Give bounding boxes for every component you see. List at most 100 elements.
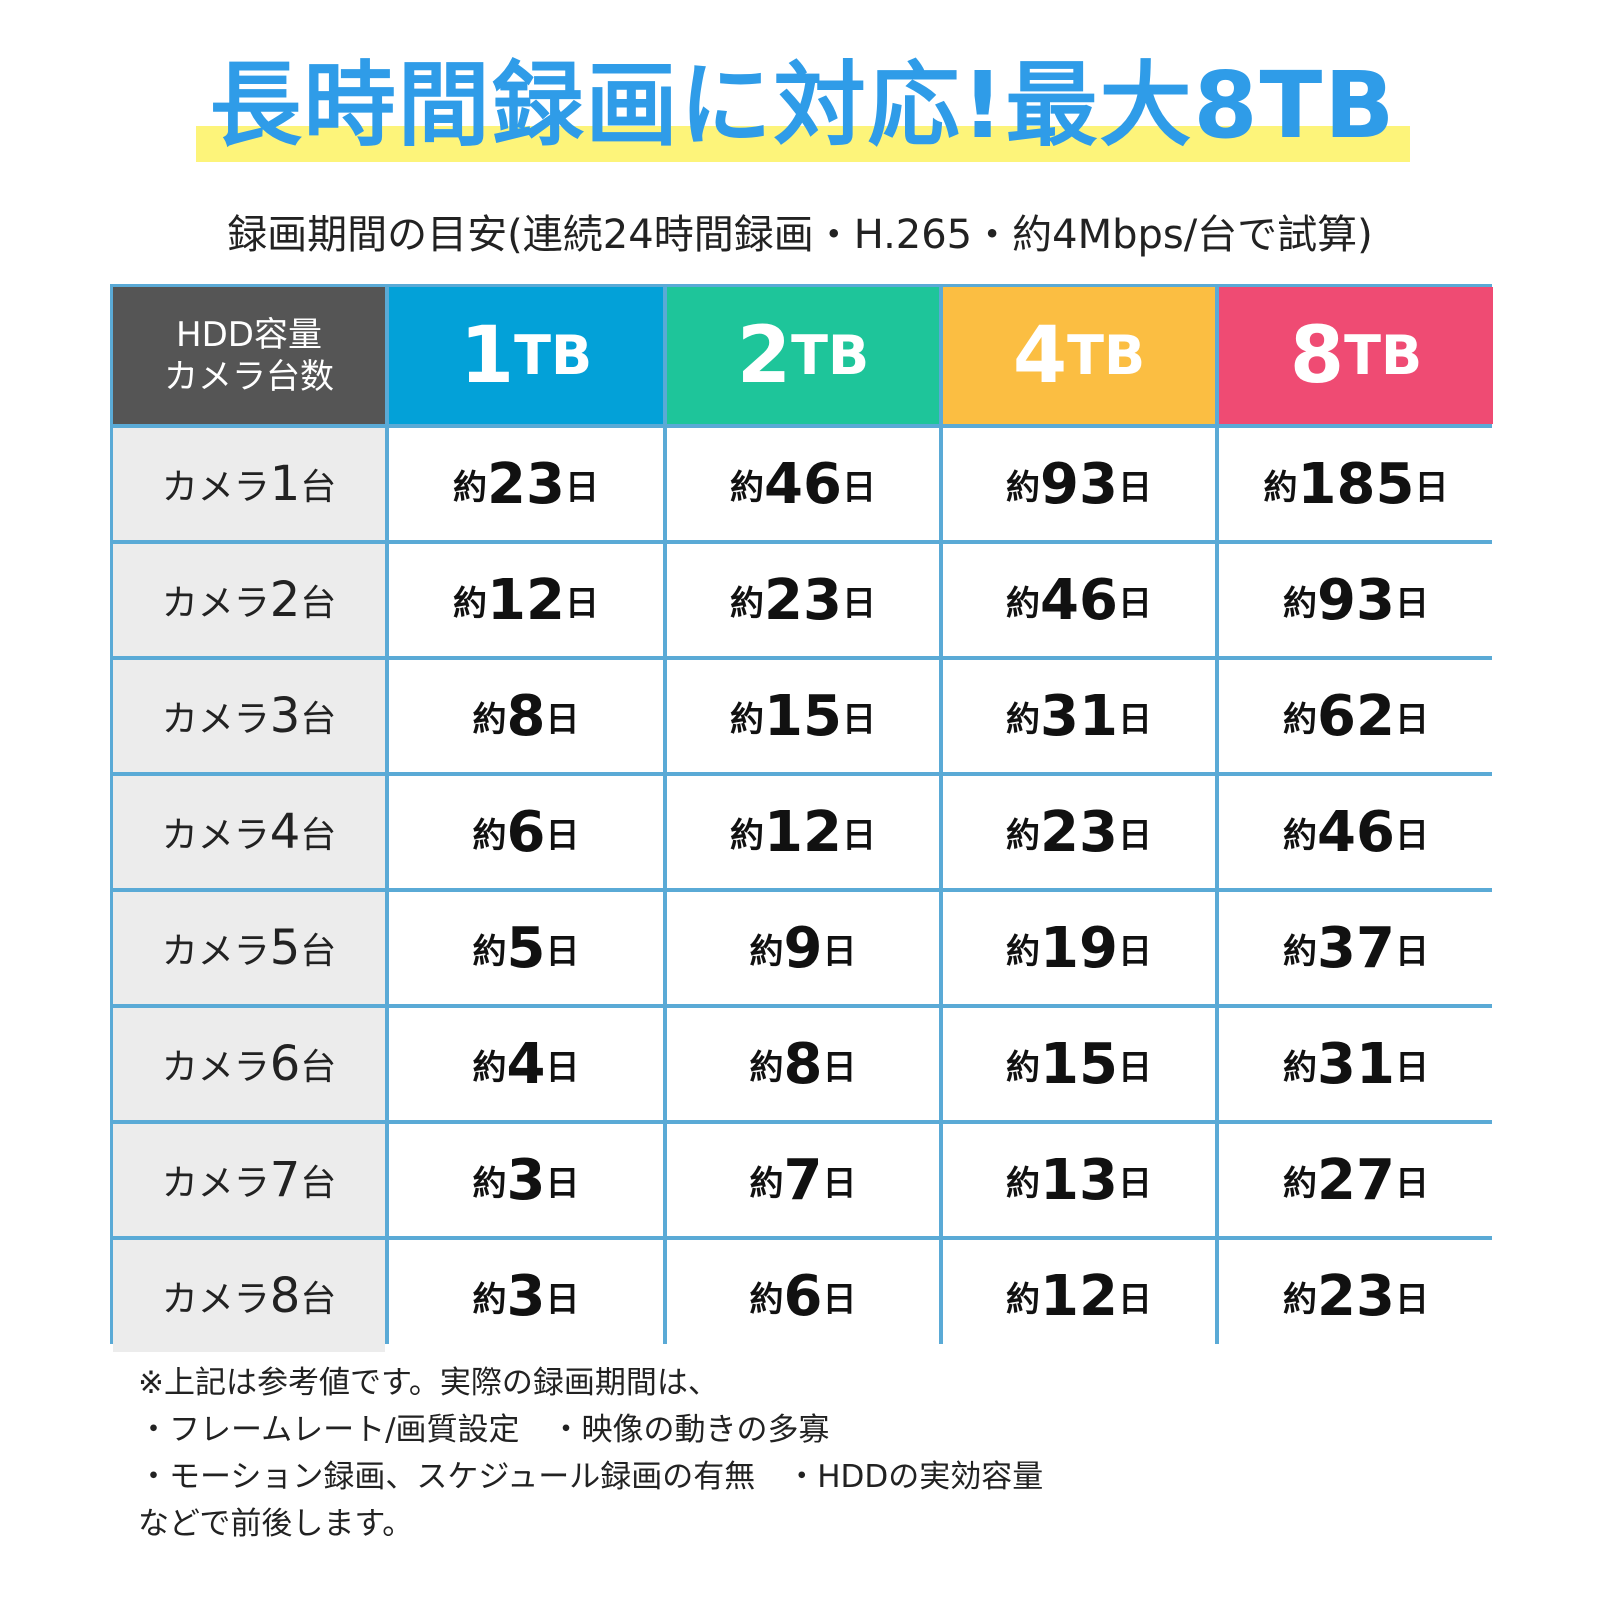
duration-prefix: 約 (749, 931, 784, 972)
row-header-cameras-3: カメラ 3 台 (113, 660, 385, 772)
duration-cell: 約 37 日 (1219, 892, 1493, 1004)
capacity-header-8tb: 8 TB (1219, 287, 1493, 424)
duration-days: 12 (764, 799, 842, 865)
capacity-unit: TB (514, 324, 593, 387)
capacity-header-2tb: 2 TB (667, 287, 939, 424)
row-header-cameras-5: カメラ 5 台 (113, 892, 385, 1004)
row-header-count: 6 (269, 1036, 301, 1092)
corner-header-cameras: カメラ台数 (164, 356, 334, 397)
duration-cell: 約 93 日 (1219, 544, 1493, 656)
row-header-prefix: カメラ (161, 467, 270, 508)
duration-prefix: 約 (1006, 931, 1041, 972)
row-header-suffix: 台 (300, 1163, 337, 1204)
duration-prefix: 約 (472, 931, 507, 972)
row-header-cameras-6: カメラ 6 台 (113, 1008, 385, 1120)
duration-suffix: 日 (1394, 815, 1429, 856)
corner-header: HDD容量 カメラ台数 (113, 287, 385, 424)
duration-days: 15 (764, 683, 842, 749)
title-block: 長時間録画に対応!最大8TB (196, 52, 1410, 162)
row-header-prefix: カメラ (161, 931, 270, 972)
duration-suffix: 日 (545, 1047, 580, 1088)
capacity-number: 1 (459, 310, 515, 401)
duration-days: 12 (487, 567, 565, 633)
duration-prefix: 約 (453, 583, 488, 624)
duration-cell: 約 46 日 (667, 428, 939, 540)
duration-days: 93 (1317, 567, 1395, 633)
row-header-suffix: 台 (300, 1047, 337, 1088)
footnote-line-1: ※上記は参考値です。実際の録画期間は、 (138, 1365, 719, 1401)
duration-suffix: 日 (545, 699, 580, 740)
duration-days: 27 (1317, 1147, 1395, 1213)
duration-suffix: 日 (822, 1163, 857, 1204)
duration-prefix: 約 (1283, 699, 1318, 740)
row-header-count: 4 (269, 804, 301, 860)
row-header-suffix: 台 (300, 1279, 337, 1320)
row-header-suffix: 台 (300, 815, 337, 856)
duration-prefix: 約 (1006, 1047, 1041, 1088)
duration-suffix: 日 (545, 931, 580, 972)
duration-days: 23 (1040, 799, 1118, 865)
duration-days: 9 (783, 915, 823, 981)
duration-suffix: 日 (545, 815, 580, 856)
duration-days: 8 (783, 1031, 823, 1097)
row-header-prefix: カメラ (161, 699, 270, 740)
duration-prefix: 約 (749, 1047, 784, 1088)
duration-prefix: 約 (1283, 1163, 1318, 1204)
duration-days: 37 (1317, 915, 1395, 981)
duration-days: 6 (506, 799, 546, 865)
duration-suffix: 日 (1394, 1279, 1429, 1320)
duration-prefix: 約 (730, 699, 765, 740)
duration-prefix: 約 (1263, 467, 1298, 508)
row-header-suffix: 台 (300, 699, 337, 740)
duration-prefix: 約 (1006, 699, 1041, 740)
footnote-line-2: ・フレームレート/画質設定 ・映像の動きの多寡 (138, 1412, 830, 1448)
duration-cell: 約 23 日 (1219, 1240, 1493, 1352)
duration-suffix: 日 (1117, 1279, 1152, 1320)
capacity-number: 8 (1289, 310, 1345, 401)
capacity-header-1tb: 1 TB (389, 287, 663, 424)
duration-suffix: 日 (1117, 1163, 1152, 1204)
duration-prefix: 約 (472, 699, 507, 740)
duration-prefix: 約 (472, 1163, 507, 1204)
duration-days: 46 (764, 451, 842, 517)
duration-suffix: 日 (1414, 467, 1449, 508)
duration-prefix: 約 (730, 583, 765, 624)
duration-prefix: 約 (472, 815, 507, 856)
duration-cell: 約 12 日 (389, 544, 663, 656)
capacity-unit: TB (1344, 324, 1423, 387)
duration-days: 185 (1297, 451, 1415, 517)
duration-suffix: 日 (1394, 1163, 1429, 1204)
duration-suffix: 日 (564, 583, 599, 624)
duration-prefix: 約 (1006, 1163, 1041, 1204)
row-header-prefix: カメラ (161, 815, 270, 856)
duration-days: 46 (1040, 567, 1118, 633)
duration-suffix: 日 (841, 699, 876, 740)
row-header-cameras-4: カメラ 4 台 (113, 776, 385, 888)
duration-suffix: 日 (822, 931, 857, 972)
duration-suffix: 日 (822, 1047, 857, 1088)
duration-suffix: 日 (1117, 699, 1152, 740)
duration-cell: 約 31 日 (1219, 1008, 1493, 1120)
row-header-prefix: カメラ (161, 1279, 270, 1320)
duration-days: 62 (1317, 683, 1395, 749)
row-header-count: 3 (269, 688, 301, 744)
duration-suffix: 日 (1117, 931, 1152, 972)
duration-days: 23 (764, 567, 842, 633)
duration-cell: 約 13 日 (943, 1124, 1215, 1236)
row-header-cameras-1: カメラ 1 台 (113, 428, 385, 540)
row-header-count: 8 (269, 1268, 301, 1324)
row-header-cameras-8: カメラ 8 台 (113, 1240, 385, 1352)
duration-suffix: 日 (1117, 583, 1152, 624)
duration-cell: 約 46 日 (943, 544, 1215, 656)
duration-suffix: 日 (1117, 467, 1152, 508)
row-header-prefix: カメラ (161, 1047, 270, 1088)
row-header-cameras-2: カメラ 2 台 (113, 544, 385, 656)
duration-suffix: 日 (545, 1163, 580, 1204)
duration-days: 31 (1040, 683, 1118, 749)
duration-suffix: 日 (841, 815, 876, 856)
duration-cell: 約 93 日 (943, 428, 1215, 540)
